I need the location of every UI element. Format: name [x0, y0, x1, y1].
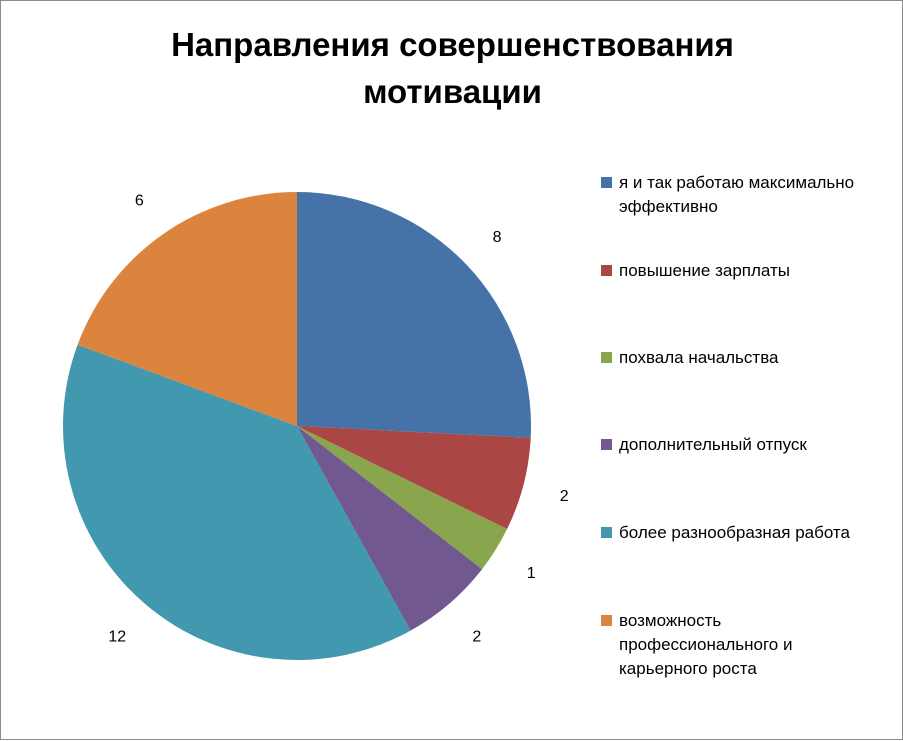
data-label-5: 12: [108, 628, 126, 645]
legend-swatch-3: [601, 352, 612, 363]
legend-label-3: похвала начальства: [619, 348, 779, 367]
chart-title: Направления совершенствования мотивации: [1, 21, 903, 115]
legend-label-6: возможность профессионального и карьерно…: [619, 611, 793, 678]
legend-label-4: дополнительный отпуск: [619, 435, 807, 454]
legend-swatch-1: [601, 177, 612, 188]
data-label-4: 2: [472, 628, 481, 645]
legend-label-2: повышение зарплаты: [619, 261, 790, 280]
legend-label-1: я и так работаю максимально эффективно: [619, 173, 855, 216]
chart-title-line-1: Направления совершенствования: [171, 26, 734, 63]
pie-slice-4: [297, 426, 483, 631]
pie-slice-1: [297, 192, 531, 438]
pie-slice-3: [297, 426, 508, 570]
legend-swatch-6: [601, 615, 612, 626]
data-label-1: 8: [493, 229, 502, 246]
pie-slice-6: [77, 192, 297, 426]
legend-swatch-5: [601, 527, 612, 538]
data-label-2: 2: [560, 488, 569, 505]
data-label-6: 6: [135, 192, 144, 209]
pie-slice-2: [297, 426, 531, 530]
legend-swatch-4: [601, 439, 612, 450]
legend-label-5: более разнообразная работа: [619, 523, 850, 542]
data-label-3: 1: [527, 565, 536, 582]
legend-swatch-2: [601, 265, 612, 276]
pie-slice-5: [62, 344, 411, 660]
chart-title-line-2: мотивации: [363, 73, 542, 110]
